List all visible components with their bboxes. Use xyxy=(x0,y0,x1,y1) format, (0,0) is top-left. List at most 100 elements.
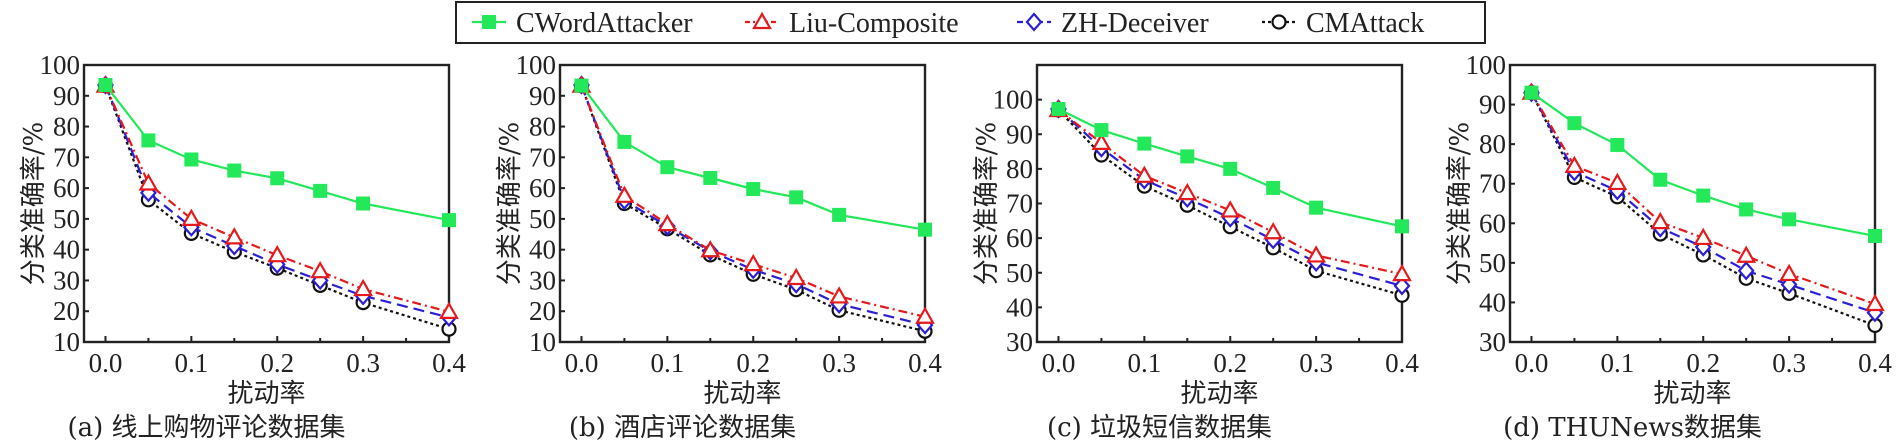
x-tick-label: 0.0 xyxy=(1515,348,1549,378)
legend-box xyxy=(455,1,1486,44)
series-zh-deceiver xyxy=(573,75,934,335)
data-point xyxy=(1309,200,1324,215)
data-point xyxy=(270,171,285,186)
data-point xyxy=(184,152,199,167)
x-tick-label: 0.1 xyxy=(1600,348,1634,378)
y-tick-label: 40 xyxy=(529,235,556,265)
y-tick-label: 60 xyxy=(1479,208,1506,238)
data-point xyxy=(915,306,935,324)
y-tick-label: 40 xyxy=(1479,287,1506,317)
x-tick-label: 0.3 xyxy=(346,348,380,378)
y-tick-label: 80 xyxy=(529,112,556,142)
series-line xyxy=(1057,108,1403,287)
data-point xyxy=(1739,202,1754,217)
y-tick-label: 70 xyxy=(529,142,556,172)
y-tick-label: 30 xyxy=(1479,327,1506,357)
series-line xyxy=(580,84,926,231)
x-tick-label: 0.3 xyxy=(822,348,856,378)
y-tick-label: 80 xyxy=(53,112,80,142)
y-tick-label: 10 xyxy=(529,327,556,357)
y-tick-label: 30 xyxy=(1006,327,1033,357)
y-tick-label: 100 xyxy=(1466,50,1507,80)
series-line xyxy=(1530,92,1876,306)
data-point xyxy=(614,185,635,203)
data-point xyxy=(141,133,156,148)
series-line xyxy=(580,85,926,318)
y-tick-label: 90 xyxy=(1006,119,1033,149)
data-point xyxy=(1306,245,1327,263)
chart-panel-d: 30 40 50 60 70 80 90 100 0.0 0.1 0.2 0.3 0.4 扰动率 分类准确率… xyxy=(1445,50,1892,443)
data-point xyxy=(1223,161,1238,176)
y-tick-label: 10 xyxy=(53,327,80,357)
x-tick-label: 0.0 xyxy=(89,348,123,378)
legend-entry: Liu-Composite xyxy=(745,8,959,39)
x-tick-label: 0.3 xyxy=(1772,348,1806,378)
data-point xyxy=(1567,116,1582,131)
data-point xyxy=(98,78,113,93)
data-point xyxy=(1094,123,1109,138)
y-tick-label: 40 xyxy=(53,235,80,265)
legend-label: CWordAttacker xyxy=(516,8,693,39)
series-line xyxy=(1057,109,1403,276)
x-tick-label: 0.1 xyxy=(1127,348,1161,378)
y-tick-label: 70 xyxy=(53,142,80,172)
x-tick-label: 0.2 xyxy=(1686,348,1720,378)
x-axis-title: 扰动率 xyxy=(1180,379,1258,409)
series-liu-composite xyxy=(571,75,935,324)
y-tick-label: 70 xyxy=(1006,189,1033,219)
data-point xyxy=(353,278,374,297)
data-point xyxy=(1779,263,1800,282)
y-tick-label: 20 xyxy=(53,296,80,326)
legend: CWordAttacker Liu-Composite ZH-Deceiver CMA… xyxy=(455,1,1486,44)
legend-entry: CWordAttacker xyxy=(472,8,693,39)
data-point xyxy=(786,267,807,286)
data-point xyxy=(1180,149,1195,164)
series-line xyxy=(1057,109,1403,297)
legend-label: CMAttack xyxy=(1306,8,1424,39)
data-point xyxy=(1091,132,1112,151)
x-tick-label: 0.2 xyxy=(736,348,770,378)
data-point xyxy=(617,134,632,149)
data-point xyxy=(1650,211,1671,230)
data-point xyxy=(267,244,288,263)
data-point xyxy=(1137,136,1152,151)
series-line xyxy=(104,85,450,331)
y-tick-label: 20 xyxy=(529,296,556,326)
x-tick-label: 0.2 xyxy=(260,348,294,378)
data-point xyxy=(657,213,678,232)
data-point xyxy=(700,240,721,258)
data-point xyxy=(660,160,675,175)
y-tick-label: 50 xyxy=(529,204,556,234)
series-line xyxy=(1058,108,1403,228)
x-axis-title: 扰动率 xyxy=(1653,379,1731,409)
data-point xyxy=(1607,172,1628,191)
x-tick-label: 0.0 xyxy=(1042,348,1076,378)
series-cwordattacker xyxy=(574,78,932,237)
x-tick-label: 0.4 xyxy=(908,348,942,378)
data-point xyxy=(310,260,331,279)
data-point xyxy=(1177,182,1198,201)
panel-caption: (b) 酒店评论数据集 xyxy=(569,413,796,443)
data-point xyxy=(918,222,932,237)
y-tick-label: 90 xyxy=(529,81,556,111)
data-point xyxy=(789,190,804,205)
legend-marker-icon xyxy=(1025,12,1043,32)
y-tick-label: 30 xyxy=(529,265,556,295)
data-point xyxy=(1653,172,1668,187)
y-axis-title: 分类准确率/% xyxy=(19,122,49,285)
data-point xyxy=(1696,188,1711,203)
y-tick-label: 60 xyxy=(529,173,556,203)
series-line xyxy=(580,84,926,327)
series-line xyxy=(1530,92,1876,314)
data-point xyxy=(1263,222,1284,240)
data-point xyxy=(1051,101,1066,116)
data-point xyxy=(829,286,850,304)
data-point xyxy=(1564,155,1585,174)
y-tick-label: 70 xyxy=(1479,169,1506,199)
data-point xyxy=(313,183,328,198)
y-tick-label: 100 xyxy=(516,50,557,80)
y-tick-label: 40 xyxy=(1006,292,1033,322)
series-line xyxy=(104,84,450,319)
